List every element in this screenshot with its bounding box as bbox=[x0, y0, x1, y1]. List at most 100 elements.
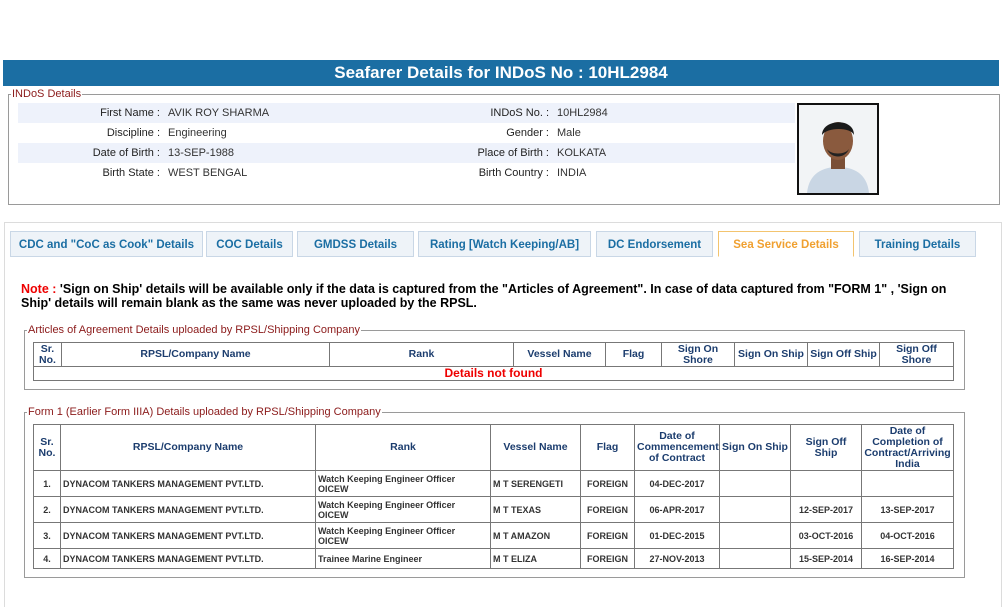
column-header: Vessel Name bbox=[490, 424, 581, 471]
cell: DYNACOM TANKERS MANAGEMENT PVT.LTD. bbox=[60, 522, 316, 549]
data-row: 4. DYNACOM TANKERS MANAGEMENT PVT.LTD. Tra… bbox=[33, 548, 954, 569]
seafarer-photo bbox=[797, 103, 879, 195]
field-value: 10HL2984 bbox=[557, 107, 608, 119]
cell bbox=[719, 522, 791, 549]
tab[interactable]: Sea Service Details bbox=[718, 231, 854, 257]
cell: DYNACOM TANKERS MANAGEMENT PVT.LTD. bbox=[60, 470, 316, 497]
cell: 2. bbox=[33, 496, 61, 523]
column-header: Vessel Name bbox=[513, 342, 606, 367]
tab[interactable]: Training Details bbox=[859, 231, 976, 257]
data-table: Sr. No. RPSL/Company Name Rank Vessel Name F… bbox=[33, 424, 954, 569]
note-label: Note : bbox=[21, 282, 57, 296]
data-row: 3. DYNACOM TANKERS MANAGEMENT PVT.LTD. Wat… bbox=[33, 522, 954, 549]
column-header: RPSL/Company Name bbox=[61, 342, 330, 367]
form1-fieldset: Form 1 (Earlier Form IIIA) Details uploa… bbox=[24, 406, 965, 578]
cell: Watch Keeping Engineer Officer OICEW bbox=[315, 496, 491, 523]
cell: M T AMAZON bbox=[490, 522, 581, 549]
field-value: WEST BENGAL bbox=[168, 167, 248, 179]
field-row: Birth State : WEST BENGAL Birth Country : I… bbox=[18, 163, 795, 183]
tab[interactable]: GMDSS Details bbox=[297, 231, 414, 257]
cell: 1. bbox=[33, 470, 61, 497]
field-label: Place of Birth : bbox=[477, 147, 549, 159]
cell: Watch Keeping Engineer Officer OICEW bbox=[315, 522, 491, 549]
column-header: Sign On Ship bbox=[719, 424, 791, 471]
articles-fieldset: Articles of Agreement Details uploaded b… bbox=[24, 324, 965, 390]
empty-row: Details not found bbox=[33, 366, 954, 381]
column-header: Sign Off Ship bbox=[790, 424, 862, 471]
cell: DYNACOM TANKERS MANAGEMENT PVT.LTD. bbox=[60, 496, 316, 523]
column-header: Sign Off Shore bbox=[879, 342, 954, 367]
field-label: First Name : bbox=[100, 107, 160, 119]
field-value: Male bbox=[557, 127, 581, 139]
cell: 13-SEP-2017 bbox=[861, 496, 954, 523]
field-value: INDIA bbox=[557, 167, 587, 179]
column-header: Sign Off Ship bbox=[807, 342, 880, 367]
page-title: Seafarer Details for INDoS No : 10HL2984 bbox=[3, 60, 999, 86]
cell: M T SERENGETI bbox=[490, 470, 581, 497]
column-header: Sr. No. bbox=[33, 342, 62, 367]
cell: 03-OCT-2016 bbox=[790, 522, 862, 549]
field-label: INDoS No. : bbox=[490, 107, 549, 119]
data-table: Sr. No. RPSL/Company Name Rank Vessel Name F… bbox=[33, 342, 954, 381]
cell: 06-APR-2017 bbox=[634, 496, 720, 523]
cell: 27-NOV-2013 bbox=[634, 548, 720, 569]
field-value: AVIK ROY SHARMA bbox=[168, 107, 270, 119]
tab[interactable]: CDC and "CoC as Cook" Details bbox=[10, 231, 203, 257]
legend: Articles of Agreement Details uploaded b… bbox=[28, 324, 361, 336]
field-value: Engineering bbox=[168, 127, 227, 139]
header-row: Sr. No. RPSL/Company Name Rank Vessel Name F… bbox=[33, 424, 954, 471]
note-text: 'Sign on Ship' details will be available… bbox=[21, 282, 947, 310]
column-header: RPSL/Company Name bbox=[60, 424, 316, 471]
cell: 04-DEC-2017 bbox=[634, 470, 720, 497]
note: Note : 'Sign on Ship' details will be av… bbox=[21, 282, 971, 310]
field-label: Date of Birth : bbox=[92, 147, 160, 159]
field-label: Discipline : bbox=[106, 127, 160, 139]
cell: FOREIGN bbox=[580, 522, 635, 549]
column-header: Sign On Shore bbox=[661, 342, 735, 367]
field-label: Birth Country : bbox=[478, 167, 549, 179]
field-row: First Name : AVIK ROY SHARMA INDoS No. : 10… bbox=[18, 103, 795, 123]
field-label: Birth State : bbox=[102, 167, 160, 179]
cell bbox=[719, 496, 791, 523]
cell: M T ELIZA bbox=[490, 548, 581, 569]
column-header: Rank bbox=[329, 342, 514, 367]
column-header: Date of Commencement of Contract bbox=[634, 424, 720, 471]
cell: 12-SEP-2017 bbox=[790, 496, 862, 523]
legend: INDoS Details bbox=[12, 88, 82, 100]
tab[interactable]: DC Endorsement bbox=[596, 231, 713, 257]
cell: DYNACOM TANKERS MANAGEMENT PVT.LTD. bbox=[60, 548, 316, 569]
cell: FOREIGN bbox=[580, 548, 635, 569]
field-value: 13-SEP-1988 bbox=[168, 147, 235, 159]
cell bbox=[719, 548, 791, 569]
empty-message: Details not found bbox=[33, 366, 954, 381]
data-row: 2. DYNACOM TANKERS MANAGEMENT PVT.LTD. Wat… bbox=[33, 496, 954, 523]
cell: 4. bbox=[33, 548, 61, 569]
cell: 15-SEP-2014 bbox=[790, 548, 862, 569]
field-label: Gender : bbox=[506, 127, 549, 139]
tab[interactable]: COC Details bbox=[206, 231, 293, 257]
column-header: Sign On Ship bbox=[734, 342, 808, 367]
cell: 3. bbox=[33, 522, 61, 549]
cell: FOREIGN bbox=[580, 470, 635, 497]
field-row: Discipline : Engineering Gender : Male bbox=[18, 123, 795, 143]
cell bbox=[861, 470, 954, 497]
cell: M T TEXAS bbox=[490, 496, 581, 523]
header-row: Sr. No. RPSL/Company Name Rank Vessel Name F… bbox=[33, 342, 954, 367]
cell: FOREIGN bbox=[580, 496, 635, 523]
cell bbox=[790, 470, 862, 497]
cell: 16-SEP-2014 bbox=[861, 548, 954, 569]
data-row: 1. DYNACOM TANKERS MANAGEMENT PVT.LTD. Wat… bbox=[33, 470, 954, 497]
column-header: Rank bbox=[315, 424, 491, 471]
photo-graphic bbox=[799, 105, 877, 193]
cell bbox=[719, 470, 791, 497]
tab[interactable]: Rating [Watch Keeping/AB] bbox=[418, 231, 591, 257]
cell: Trainee Marine Engineer bbox=[315, 548, 491, 569]
column-header: Date of Completion of Contract/Arriving … bbox=[861, 424, 954, 471]
cell: 01-DEC-2015 bbox=[634, 522, 720, 549]
column-header: Sr. No. bbox=[33, 424, 61, 471]
cell: Watch Keeping Engineer Officer OICEW bbox=[315, 470, 491, 497]
column-header: Flag bbox=[605, 342, 662, 367]
field-row: Date of Birth : 13-SEP-1988 Place of Birth… bbox=[18, 143, 795, 163]
indos-fieldset: INDoS Details bbox=[8, 88, 1000, 205]
